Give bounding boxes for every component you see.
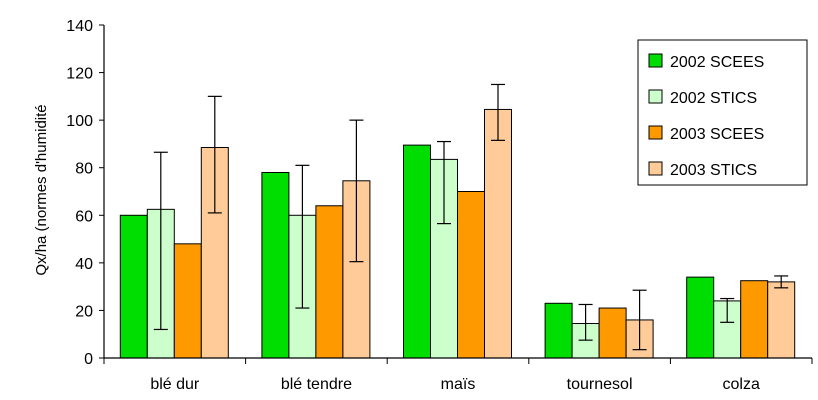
axes <box>103 25 813 364</box>
bar-2-4 <box>740 280 769 359</box>
bar-0-1 <box>261 171 290 359</box>
bars <box>119 108 796 359</box>
legend-box <box>637 39 808 186</box>
legend-label-0: 2002 SCEES <box>670 54 764 71</box>
legend-label-3: 2003 STICS <box>670 162 757 179</box>
error-bars <box>153 83 789 351</box>
category-label-0: blé dur <box>150 376 200 393</box>
error-bar-1-0 <box>153 151 168 331</box>
error-bar-1-3 <box>578 303 593 341</box>
legend-label-1: 2002 STICS <box>670 90 757 107</box>
y-tick-label-7: 140 <box>66 18 93 35</box>
error-bar-1-4 <box>720 297 735 323</box>
bar-2-3 <box>598 307 627 359</box>
legend-swatch-3 <box>648 161 663 176</box>
category-label-2: maïs <box>441 376 476 393</box>
bar-2-1 <box>315 205 344 359</box>
y-tick-label-1: 20 <box>75 303 93 320</box>
y-tick-label-6: 120 <box>66 66 93 83</box>
bar-0-0 <box>119 214 148 359</box>
bar-0-4 <box>686 276 715 359</box>
y-axis-ticks: 0 20 40 60 80 100 120 140 <box>66 18 104 368</box>
y-tick-label-0: 0 <box>84 351 93 368</box>
bar-0-3 <box>544 302 573 359</box>
error-bar-1-2 <box>437 140 451 225</box>
legend-swatch-2 <box>648 125 663 140</box>
category-label-3: tournesol <box>567 376 633 393</box>
y-tick-label-2: 40 <box>75 256 93 273</box>
legend-label-2: 2003 SCEES <box>670 126 764 143</box>
error-bar-3-3 <box>632 289 647 351</box>
bar-2-0 <box>173 243 202 359</box>
bar-2-2 <box>457 191 485 359</box>
bar-0-2 <box>403 144 431 359</box>
y-axis-title: Qx/ha (normes d'humidité <box>33 104 50 275</box>
error-bar-3-4 <box>774 275 789 289</box>
legend-swatch-0 <box>648 53 663 68</box>
y-tick-label-5: 100 <box>66 113 93 130</box>
category-label-1: blé tendre <box>281 376 352 393</box>
bar-3-4 <box>767 281 796 359</box>
error-bar-3-0 <box>207 95 222 214</box>
error-bar-1-1 <box>295 164 310 309</box>
category-label-4: colza <box>723 376 760 393</box>
category-labels: blé dur blé tendre maïs tournesol colza <box>150 376 760 393</box>
y-tick-label-4: 80 <box>75 161 93 178</box>
y-tick-label-3: 60 <box>75 208 93 225</box>
bar-3-2 <box>484 108 512 359</box>
legend: 2002 SCEES 2002 STICS 2003 SCEES 2003 STICS <box>637 39 808 186</box>
error-bar-3-1 <box>349 119 364 263</box>
legend-swatch-1 <box>648 89 663 104</box>
error-bar-3-2 <box>491 83 505 141</box>
